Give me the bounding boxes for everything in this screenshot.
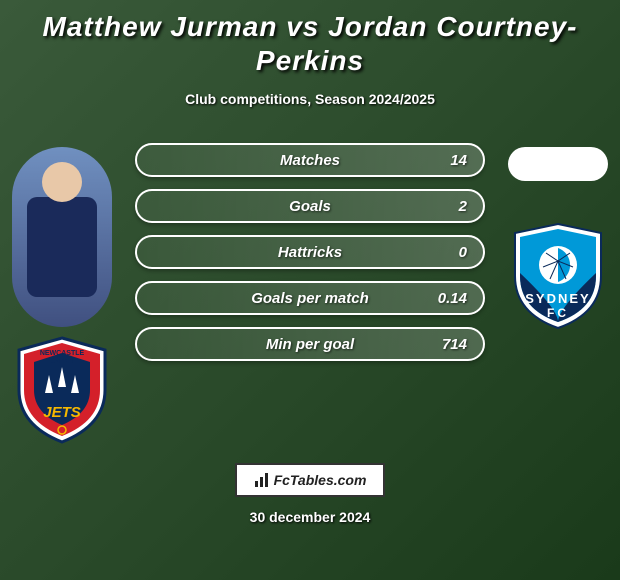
stat-label: Matches [137, 152, 483, 169]
jets-shield-icon: NEWCASTLE UNITED JETS [12, 335, 112, 445]
player-right-column: SYDNEY FC [503, 137, 613, 331]
source-label: FcTables.com [274, 472, 367, 488]
svg-text:JETS: JETS [43, 404, 81, 421]
stat-row-goals-per-match: Goals per match 0.14 [135, 281, 485, 315]
stat-label: Min per goal [137, 336, 483, 353]
club-badge-left: NEWCASTLE UNITED JETS [12, 335, 112, 445]
stat-label: Goals [137, 198, 483, 215]
subtitle: Club competitions, Season 2024/2025 [185, 91, 435, 107]
stat-row-hattricks: Hattricks 0 [135, 235, 485, 269]
svg-text:UNITED: UNITED [51, 359, 74, 365]
bar-chart-icon [254, 472, 270, 488]
stat-value-right: 2 [459, 198, 467, 215]
stat-row-matches: Matches 14 [135, 143, 485, 177]
stat-value-right: 714 [442, 336, 467, 353]
stat-value-right: 0.14 [438, 290, 467, 307]
source-badge[interactable]: FcTables.com [235, 463, 385, 497]
stat-row-min-per-goal: Min per goal 714 [135, 327, 485, 361]
stat-value-right: 0 [459, 244, 467, 261]
player-right-photo-placeholder [508, 147, 608, 181]
comparison-card: Matthew Jurman vs Jordan Courtney-Perkin… [0, 0, 620, 580]
club-badge-right: SYDNEY FC [508, 221, 608, 331]
svg-text:NEWCASTLE: NEWCASTLE [40, 350, 85, 357]
stat-value-right: 14 [450, 152, 467, 169]
date-label: 30 december 2024 [250, 509, 371, 525]
stat-label: Goals per match [137, 290, 483, 307]
stat-row-goals: Goals 2 [135, 189, 485, 223]
stats-list: Matches 14 Goals 2 Hattricks 0 Goals per… [135, 137, 485, 361]
svg-text:SYDNEY: SYDNEY [525, 291, 590, 306]
player-left-column: NEWCASTLE UNITED JETS [7, 137, 117, 445]
sydney-fc-shield-icon: SYDNEY FC [508, 221, 608, 331]
main-row: NEWCASTLE UNITED JETS Matches 14 [0, 137, 620, 445]
page-title: Matthew Jurman vs Jordan Courtney-Perkin… [0, 10, 620, 77]
svg-text:FC: FC [547, 306, 569, 320]
player-left-photo [12, 147, 112, 327]
stat-label: Hattricks [137, 244, 483, 261]
